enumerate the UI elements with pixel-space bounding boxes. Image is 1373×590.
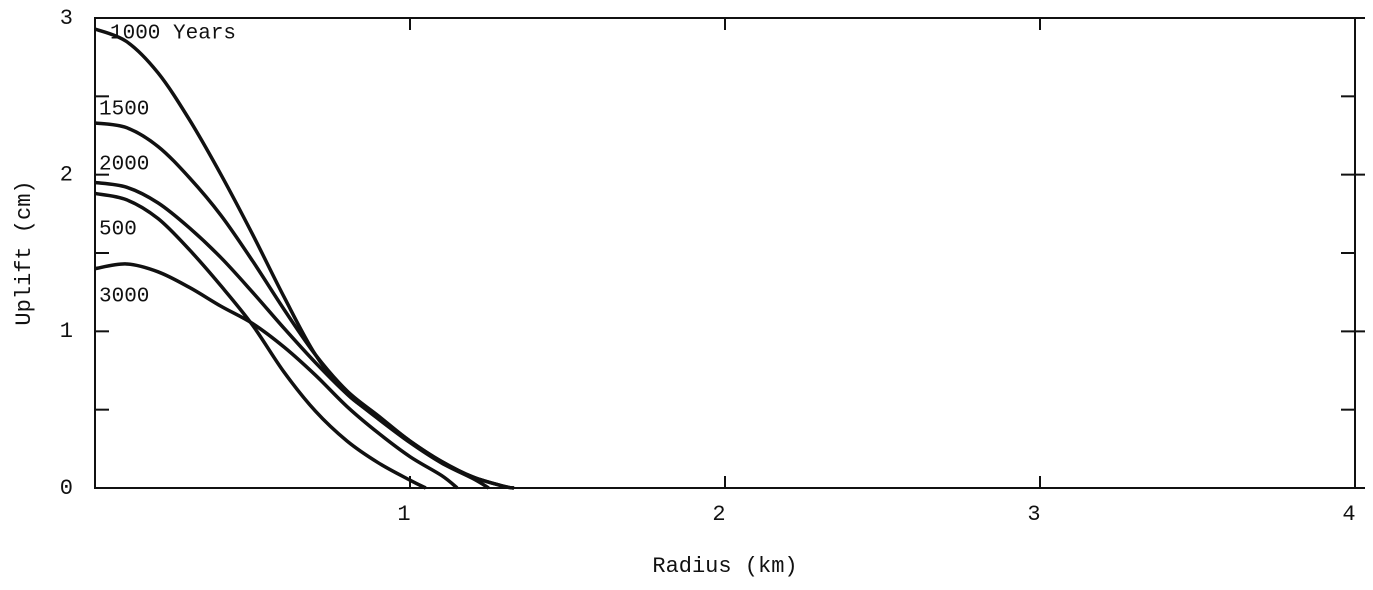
y-tick-label: 3 [60,6,73,31]
x-axis-label: Radius (km) [652,554,797,579]
series-line [94,262,459,490]
series-label: 3000 [99,286,149,309]
series-label: 1000 Years [110,23,236,46]
series-line [94,191,427,490]
x-tick-label: 3 [1027,502,1040,527]
x-tick-label: 1 [397,502,410,527]
series-label: 1500 [99,99,149,122]
series-line [94,121,515,490]
y-tick-label: 1 [60,319,73,344]
y-tick-label: 2 [60,162,73,187]
x-tick-label: 4 [1342,502,1355,527]
x-tick-label: 2 [712,502,725,527]
series-label: 2000 [99,154,149,177]
series-line [94,27,515,490]
y-tick-label: 0 [60,476,73,501]
series-line [94,180,490,490]
y-axis-label: Uplift (cm) [12,180,37,325]
series-label: 500 [99,219,137,242]
plot-frame [94,17,1356,489]
